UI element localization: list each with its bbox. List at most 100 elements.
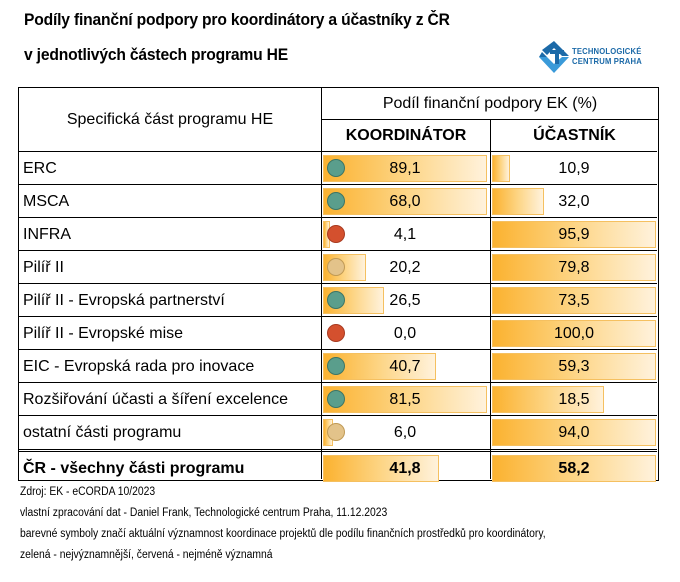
koordinator-value: 40,7 bbox=[389, 358, 421, 375]
table-row: INFRA 4,1 95,9 bbox=[19, 217, 657, 251]
koordinator-value: 6,0 bbox=[393, 424, 417, 441]
ucastnik-cell: 10,9 bbox=[492, 155, 656, 182]
koordinator-value: 0,0 bbox=[393, 325, 417, 342]
header-ucastnik: ÚČASTNÍK bbox=[533, 127, 616, 144]
ucastnik-data-bar bbox=[492, 287, 656, 314]
ucastnik-data-bar bbox=[492, 419, 656, 446]
grid-line bbox=[19, 283, 657, 284]
row-label: Rozšiřování účasti a šíření excelence bbox=[23, 391, 289, 408]
row-label: ERC bbox=[23, 160, 57, 177]
ucastnik-value: 94,0 bbox=[558, 424, 590, 441]
row-label: Pilíř II - Evropské mise bbox=[23, 325, 184, 342]
table-row: Rozšiřování účasti a šíření excelence 81,… bbox=[19, 382, 657, 416]
ucastnik-value: 18,5 bbox=[558, 391, 590, 408]
grid-line bbox=[321, 119, 658, 120]
significance-green-circle-icon bbox=[327, 390, 345, 408]
koordinator-value: 68,0 bbox=[389, 193, 421, 210]
row-label: ČR - všechny části programu bbox=[23, 460, 245, 477]
logo-text-line1: TECHNOLOGICKÉ bbox=[572, 46, 642, 56]
logo-text: TECHNOLOGICKÉ CENTRUM PRAHA bbox=[572, 46, 642, 66]
significance-red-circle-icon bbox=[327, 324, 345, 342]
header-koordinator: KOORDINÁTOR bbox=[345, 127, 467, 144]
koordinator-data-bar bbox=[323, 353, 436, 380]
koordinator-data-bar bbox=[323, 155, 487, 182]
koordinator-cell: 40,7 bbox=[323, 353, 487, 380]
koordinator-data-bar bbox=[323, 188, 487, 215]
grid-line bbox=[19, 250, 657, 251]
ucastnik-value: 58,2 bbox=[558, 460, 590, 477]
koordinator-cell: 0,0 bbox=[323, 320, 487, 347]
ucastnik-cell: 94,0 bbox=[492, 419, 656, 446]
significance-beige-circle-icon bbox=[327, 258, 345, 276]
grid-line bbox=[490, 119, 491, 479]
koordinator-data-bar bbox=[323, 455, 439, 482]
table-row: EIC - Evropská rada pro inovace 40,7 59,3 bbox=[19, 349, 657, 383]
ucastnik-cell: 95,9 bbox=[492, 221, 656, 248]
koordinator-value: 89,1 bbox=[389, 160, 421, 177]
koordinator-value: 4,1 bbox=[393, 226, 417, 243]
chart-title-line2: v jednotlivých částech programu HE bbox=[24, 45, 289, 64]
footer-note-line2: zelená - nejvýznamnější, červená - nejmé… bbox=[20, 549, 273, 561]
row-label: Pilíř II - Evropská partnerství bbox=[23, 292, 225, 309]
ucastnik-cell: 79,8 bbox=[492, 254, 656, 281]
data-table: Specifická část programu HE Podíl finanč… bbox=[18, 87, 659, 482]
table-row: MSCA 68,0 32,0 bbox=[19, 184, 657, 218]
ucastnik-value: 100,0 bbox=[553, 325, 595, 342]
grid-line bbox=[19, 184, 657, 185]
grid-line bbox=[19, 382, 657, 383]
grid-line bbox=[19, 217, 657, 218]
ucastnik-cell: 100,0 bbox=[492, 320, 656, 347]
significance-green-circle-icon bbox=[327, 357, 345, 375]
ucastnik-cell: 32,0 bbox=[492, 188, 656, 215]
chart-title-line1: Podíly finanční podpory pro koordinátory… bbox=[24, 10, 450, 29]
ucastnik-data-bar bbox=[492, 455, 656, 482]
koordinator-value: 81,5 bbox=[389, 391, 421, 408]
ucastnik-value: 95,9 bbox=[558, 226, 590, 243]
koordinator-cell: 81,5 bbox=[323, 386, 487, 413]
ucastnik-cell: 73,5 bbox=[492, 287, 656, 314]
table-row: Pilíř II - Evropská partnerství 26,5 73,5 bbox=[19, 283, 657, 317]
grid-line bbox=[19, 316, 657, 317]
grid-line bbox=[19, 415, 657, 416]
header-share-group: Podíl finanční podpory EK (%) bbox=[382, 94, 598, 112]
table-row: ERC 89,1 10,9 bbox=[19, 151, 657, 185]
ucastnik-data-bar bbox=[492, 320, 656, 347]
row-label: EIC - Evropská rada pro inovace bbox=[23, 358, 255, 375]
table-row: ostatní části programu 6,0 94,0 bbox=[19, 415, 657, 449]
ucastnik-data-bar bbox=[492, 386, 604, 413]
table-row: Pilíř II - Evropské mise 0,0 100,0 bbox=[19, 316, 657, 350]
table-total-row: ČR - všechny části programu 41,8 58,2 bbox=[19, 449, 657, 485]
koordinator-cell: 89,1 bbox=[323, 155, 487, 182]
koordinator-cell: 20,2 bbox=[323, 254, 487, 281]
logo-text-line2: CENTRUM PRAHA bbox=[572, 56, 642, 66]
significance-beige-circle-icon bbox=[327, 423, 345, 441]
footer-note-line1: barevné symboly značí aktuální významnos… bbox=[20, 528, 546, 540]
koordinator-cell: 68,0 bbox=[323, 188, 487, 215]
row-label: Pilíř II bbox=[23, 259, 64, 276]
ucastnik-cell: 58,2 bbox=[492, 455, 656, 482]
footer-source: Zdroj: EK - eCORDA 10/2023 bbox=[20, 486, 156, 498]
significance-green-circle-icon bbox=[327, 159, 345, 177]
ucastnik-data-bar bbox=[492, 155, 510, 182]
ucastnik-value: 10,9 bbox=[558, 160, 590, 177]
significance-red-circle-icon bbox=[327, 225, 345, 243]
koordinator-cell: 4,1 bbox=[323, 221, 487, 248]
koordinator-value: 26,5 bbox=[389, 292, 421, 309]
significance-green-circle-icon bbox=[327, 192, 345, 210]
ucastnik-value: 59,3 bbox=[558, 358, 590, 375]
row-label: ostatní části programu bbox=[23, 424, 182, 441]
koordinator-value: 20,2 bbox=[389, 259, 421, 276]
koordinator-cell: 6,0 bbox=[323, 419, 487, 446]
grid-line bbox=[19, 349, 657, 350]
ucastnik-data-bar bbox=[492, 221, 656, 248]
technologicke-centrum-logo-icon bbox=[539, 41, 569, 73]
koordinator-cell: 41,8 bbox=[323, 455, 487, 482]
ucastnik-data-bar bbox=[492, 353, 656, 380]
grid-line bbox=[19, 451, 657, 452]
row-label: MSCA bbox=[23, 193, 70, 210]
footer-author: vlastní zpracování dat - Daniel Frank, T… bbox=[20, 507, 388, 519]
ucastnik-data-bar bbox=[492, 254, 656, 281]
ucastnik-value: 73,5 bbox=[558, 292, 590, 309]
ucastnik-data-bar bbox=[492, 188, 544, 215]
header-part: Specifická část programu HE bbox=[66, 111, 274, 128]
